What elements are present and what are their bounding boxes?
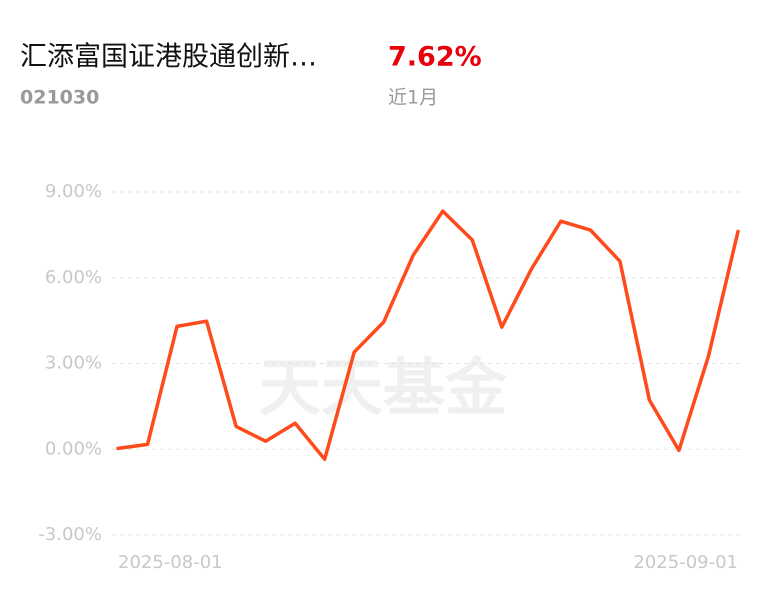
line	[116, 209, 740, 462]
x-tick-label: 2025-09-01	[633, 552, 738, 573]
y-tick-label: 0.00%	[45, 438, 102, 459]
x-tick-label: 2025-08-01	[118, 552, 223, 573]
y-tick-label: 3.00%	[45, 353, 102, 374]
period-label: 近1月	[388, 87, 438, 109]
y-tick-label: -3.00%	[38, 524, 102, 545]
return-value: 7.62%	[388, 42, 482, 73]
fund-code: 021030	[20, 87, 99, 109]
y-tick-label: 6.00%	[45, 267, 102, 288]
fund-name: 汇添富国证港股通创新…	[20, 42, 317, 73]
watermark: 天天基金	[259, 351, 508, 424]
y-tick-label: 9.00%	[45, 181, 102, 202]
